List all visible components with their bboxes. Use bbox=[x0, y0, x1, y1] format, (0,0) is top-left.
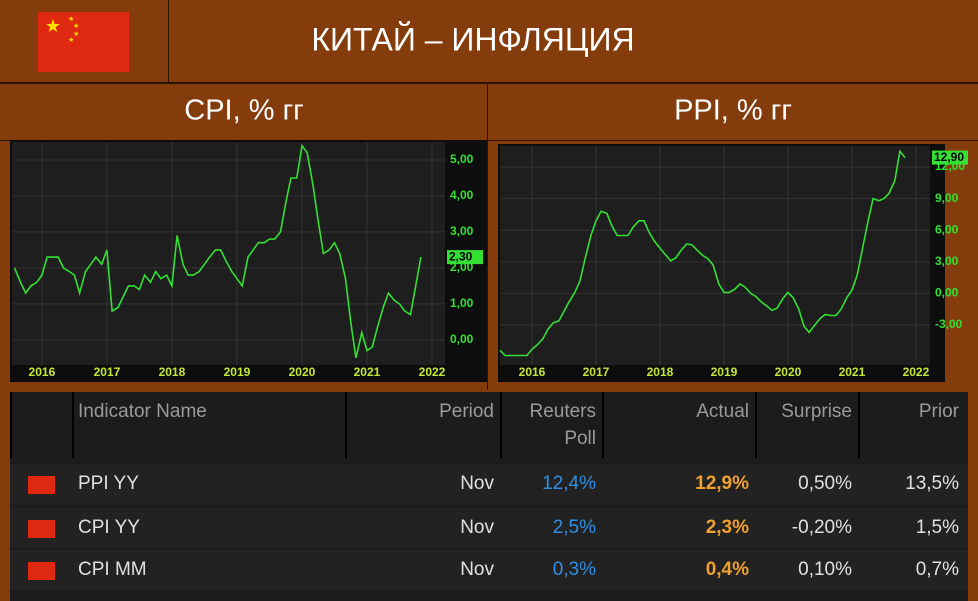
plot-area bbox=[12, 142, 445, 365]
table: Indicator Name Period Reuters Poll Actual Su… bbox=[10, 392, 968, 601]
page-title: КИТАЙ – ИНФЛЯЦИЯ bbox=[311, 21, 634, 57]
line bbox=[499, 149, 906, 357]
divider bbox=[487, 84, 488, 390]
flag-star: ★ bbox=[73, 30, 79, 38]
row-bg bbox=[10, 550, 968, 590]
last-value-label: 12,90 bbox=[934, 150, 964, 164]
column-header: Surprise bbox=[781, 401, 852, 422]
flag-star: ★ bbox=[68, 36, 74, 44]
table-cell: CPI MM bbox=[78, 559, 147, 580]
x-tick-label: 2016 bbox=[29, 365, 56, 379]
flag bbox=[28, 520, 55, 538]
table-cell: 12,4% bbox=[542, 473, 596, 494]
last-value-box bbox=[447, 250, 483, 265]
x-tick-label: 2020 bbox=[289, 365, 316, 379]
y-tick-label: -3,00 bbox=[935, 317, 963, 331]
x-tick-label: 2018 bbox=[647, 365, 674, 379]
divider bbox=[168, 0, 169, 82]
y-tick-label: 3,00 bbox=[935, 254, 959, 268]
column-header: Indicator Name bbox=[78, 401, 207, 422]
column-divider bbox=[10, 392, 12, 458]
plot-area bbox=[500, 146, 930, 365]
table-cell: CPI YY bbox=[78, 517, 140, 538]
y-tick-label: 5,00 bbox=[450, 152, 474, 166]
table-cell: 13,5% bbox=[905, 473, 959, 494]
table-cell: 1,5% bbox=[915, 517, 959, 538]
column-header: Prior bbox=[918, 401, 959, 422]
column-divider bbox=[72, 392, 74, 458]
y-tick-label: 1,00 bbox=[450, 296, 474, 310]
table-cell: 0,3% bbox=[552, 559, 596, 580]
y-tick-label: 4,00 bbox=[450, 188, 474, 202]
table-cell: 12,9% bbox=[695, 473, 749, 494]
table-cell: Nov bbox=[460, 559, 494, 580]
column-divider bbox=[755, 392, 757, 458]
table-cell: Nov bbox=[460, 517, 494, 538]
table-cell: Nov bbox=[460, 473, 494, 494]
x-tick-label: 2020 bbox=[775, 365, 802, 379]
column-divider bbox=[858, 392, 860, 458]
table-cell: 2,5% bbox=[552, 517, 596, 538]
row-bg bbox=[10, 464, 968, 504]
table-cell: 0,4% bbox=[705, 559, 749, 580]
y-tick-label: 0,00 bbox=[450, 332, 474, 346]
x-tick-label: 2017 bbox=[583, 365, 610, 379]
last-value-label: 2,30 bbox=[449, 249, 473, 263]
table-cell: 0,7% bbox=[915, 559, 959, 580]
column-divider bbox=[602, 392, 604, 458]
line bbox=[13, 143, 422, 358]
table-cell: PPI YY bbox=[78, 473, 139, 494]
column-header: Actual bbox=[696, 401, 749, 422]
x-tick-label: 2016 bbox=[519, 365, 546, 379]
column-header: Period bbox=[439, 401, 494, 422]
table-cell: 0,50% bbox=[798, 473, 852, 494]
divider bbox=[0, 82, 978, 84]
flag bbox=[28, 562, 55, 580]
divider bbox=[0, 140, 978, 141]
y-tick-label: 0,00 bbox=[935, 286, 959, 300]
x-tick-label: 2022 bbox=[903, 365, 930, 379]
column-divider bbox=[345, 392, 347, 458]
x-tick-label: 2021 bbox=[354, 365, 381, 379]
flag-star: ★ bbox=[68, 15, 74, 23]
x-tick-label: 2022 bbox=[419, 365, 446, 379]
x-tick-label: 2019 bbox=[224, 365, 251, 379]
chart-title: PPI, % гг bbox=[674, 95, 792, 127]
y-tick-label: 3,00 bbox=[450, 224, 474, 238]
flag bbox=[38, 12, 129, 72]
row-bg bbox=[10, 508, 968, 548]
x-tick-label: 2017 bbox=[94, 365, 121, 379]
flag-star: ★ bbox=[45, 16, 61, 36]
x-tick-label: 2019 bbox=[711, 365, 738, 379]
chart-title: CPI, % гг bbox=[184, 95, 303, 127]
flag-star: ★ bbox=[73, 22, 79, 30]
x-tick-label: 2021 bbox=[839, 365, 866, 379]
x-tick-label: 2018 bbox=[159, 365, 186, 379]
flag bbox=[28, 476, 55, 494]
last-value-box bbox=[932, 150, 968, 165]
table-cell: -0,20% bbox=[791, 517, 852, 538]
y-tick-label: 9,00 bbox=[935, 191, 959, 205]
chart-area: ★ ★ ★ ★ ★ КИТАЙ – ИНФЛЯЦИЯ CPI, % гг PPI… bbox=[0, 0, 978, 390]
y-tick-label: 6,00 bbox=[935, 222, 959, 236]
column-divider bbox=[500, 392, 502, 458]
column-header: Reuters Poll bbox=[529, 401, 596, 449]
table-cell: 2,3% bbox=[705, 517, 749, 538]
table-cell: 0,10% bbox=[798, 559, 852, 580]
